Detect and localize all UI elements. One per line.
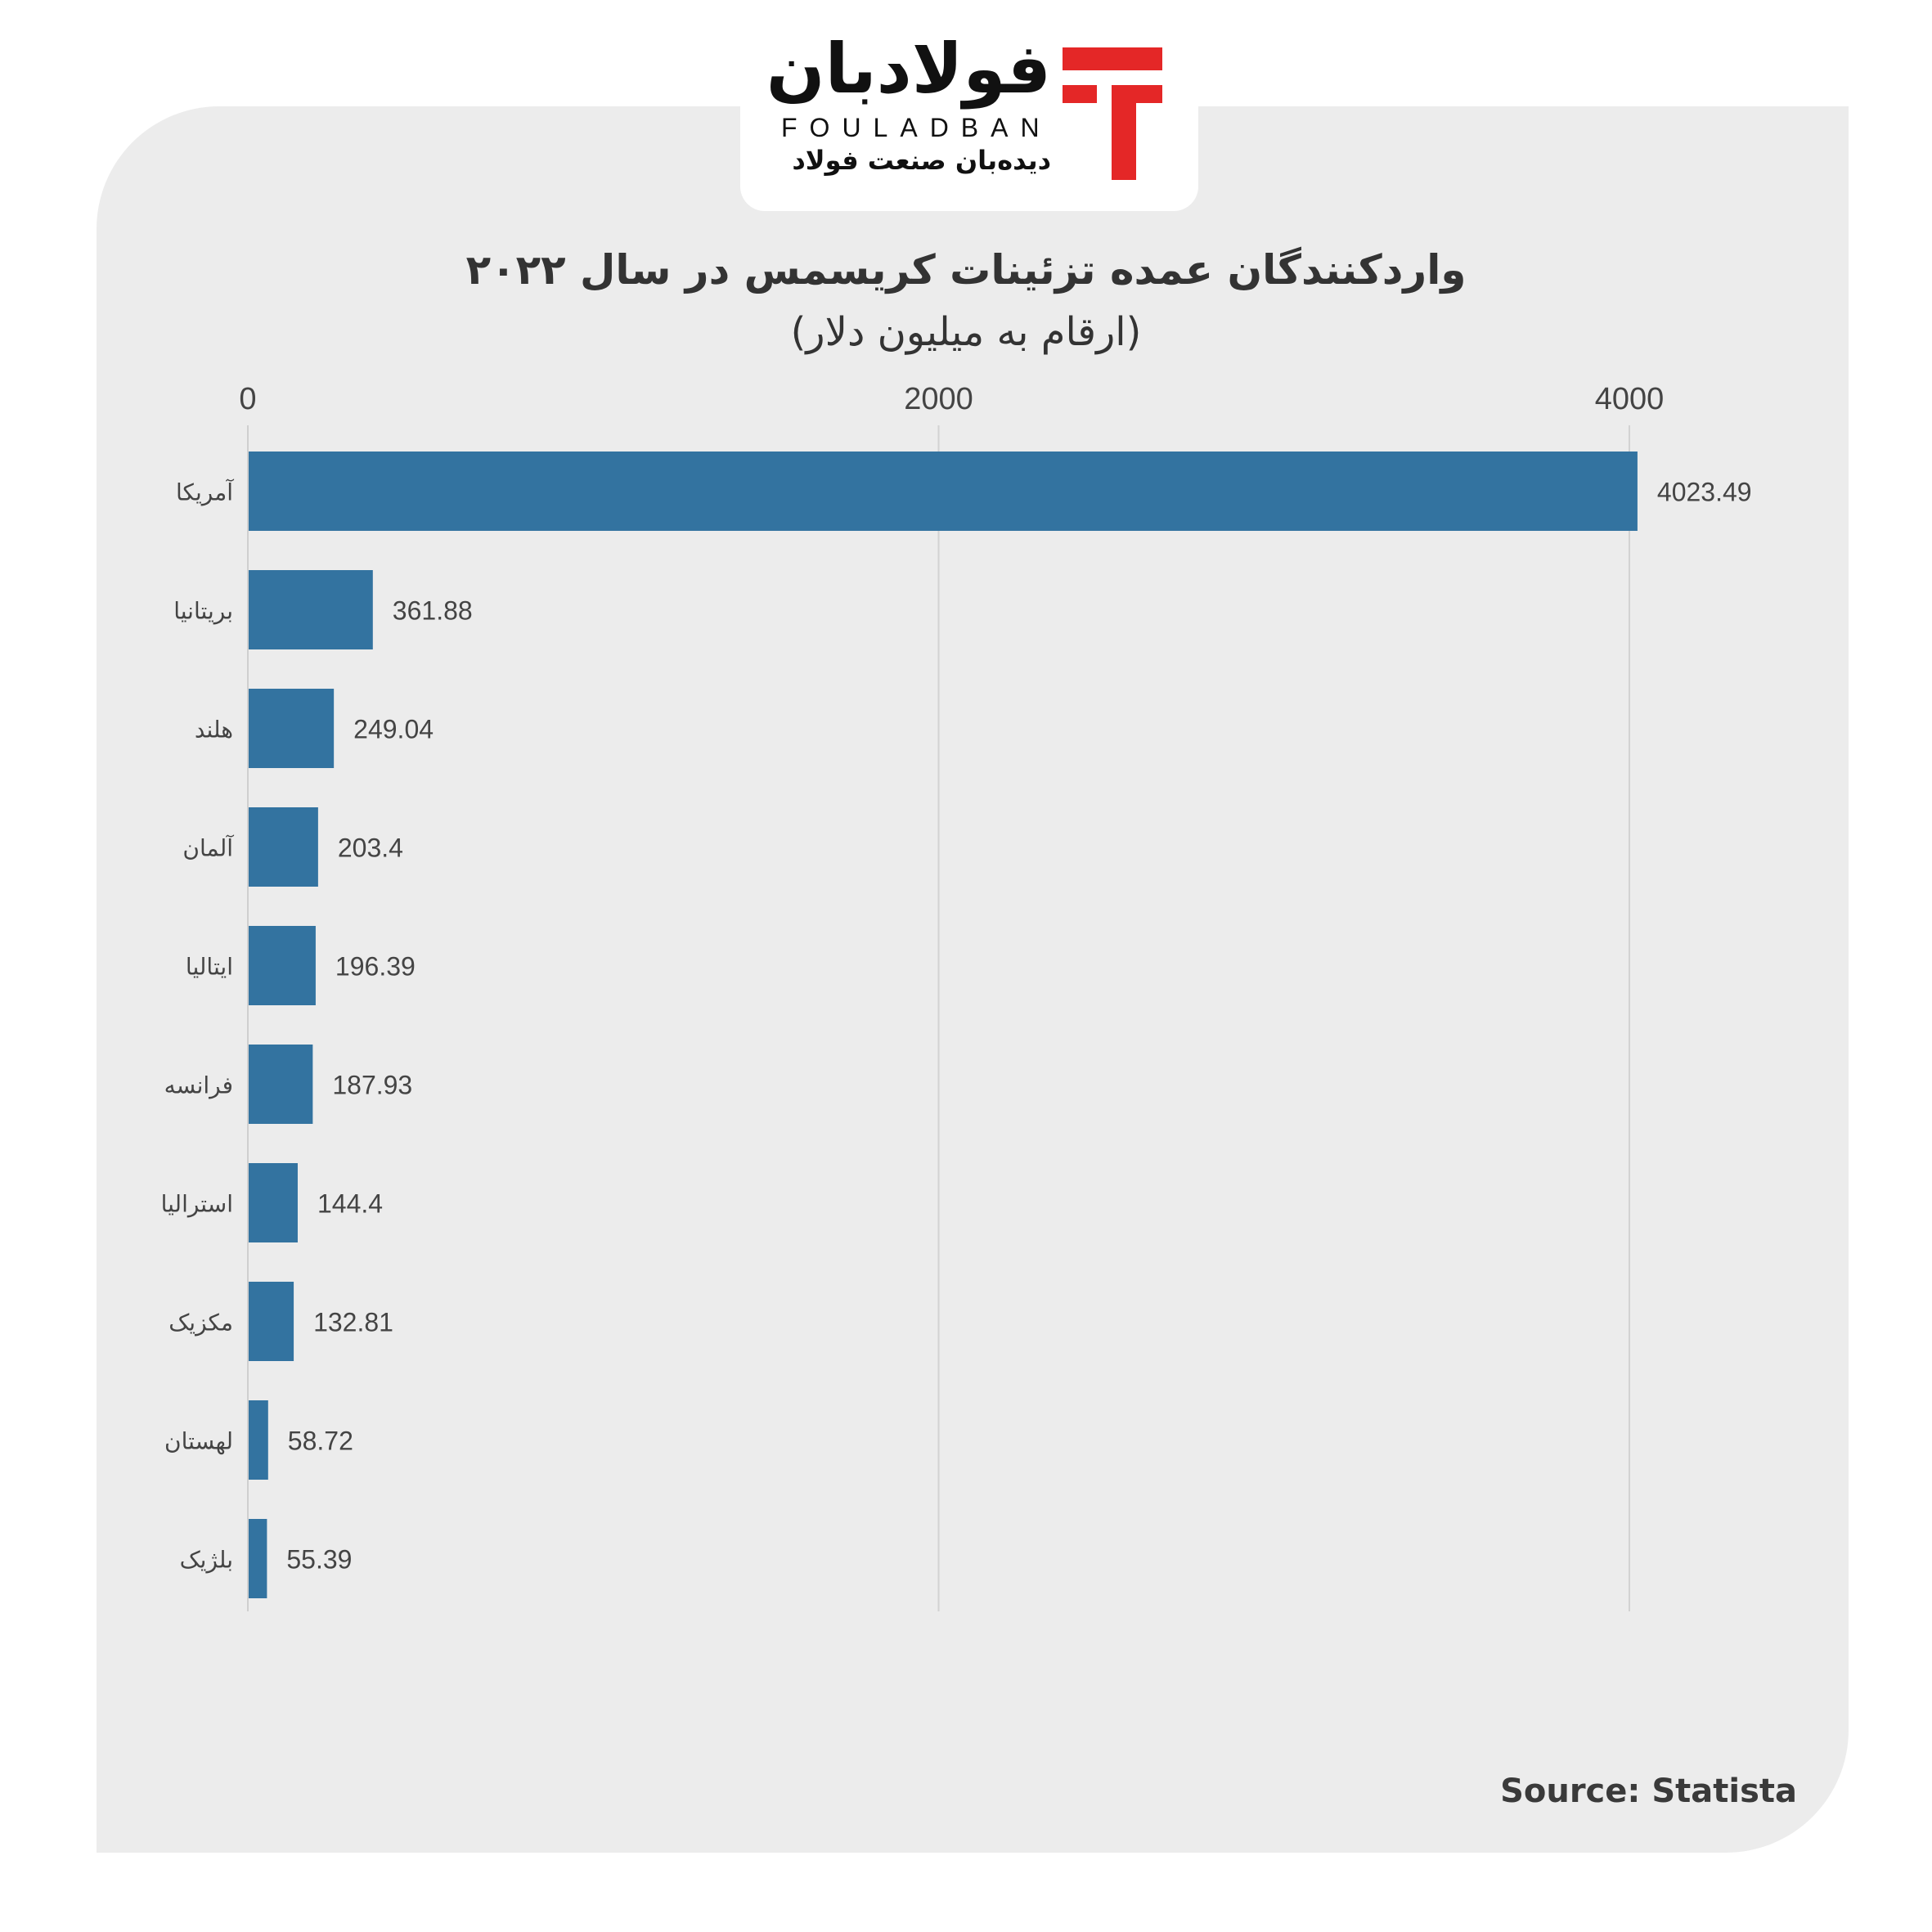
logo-name-en: FOULADBAN xyxy=(781,113,1052,142)
category-label: بریتانیا xyxy=(173,598,233,625)
bar xyxy=(248,1045,313,1124)
bar-value-label: 249.04 xyxy=(353,715,434,744)
x-tick-label: 4000 xyxy=(1595,382,1665,416)
bar xyxy=(248,926,316,1005)
category-label: لهستان xyxy=(164,1428,233,1455)
logo-name-fa: فولادبان xyxy=(766,29,1051,109)
logo-mark-icon xyxy=(1063,47,1162,180)
bar xyxy=(248,570,373,649)
bar xyxy=(248,1519,267,1598)
bar-value-label: 132.81 xyxy=(313,1308,393,1337)
category-label: هلند xyxy=(195,717,233,744)
bar xyxy=(248,452,1638,531)
source-note: Source: Statista xyxy=(1500,1772,1797,1810)
category-label: آمریکا xyxy=(176,479,234,506)
bar xyxy=(248,1282,294,1361)
category-label: مکزیک xyxy=(168,1310,233,1337)
bar-value-label: 58.72 xyxy=(288,1427,353,1456)
bar-value-label: 55.39 xyxy=(286,1545,352,1575)
bar-value-label: 361.88 xyxy=(393,596,473,626)
category-label: ایتالیا xyxy=(186,954,233,981)
bar-value-label: 144.4 xyxy=(317,1189,383,1219)
x-tick-label: 2000 xyxy=(904,382,973,416)
bar xyxy=(248,807,318,887)
x-tick-label: 0 xyxy=(239,382,256,416)
bar-value-label: 187.93 xyxy=(332,1071,412,1100)
bar-value-label: 196.39 xyxy=(335,952,416,982)
bar-value-label: 4023.49 xyxy=(1657,478,1752,507)
category-label: فرانسه xyxy=(164,1072,233,1099)
category-label: استرالیا xyxy=(161,1191,233,1218)
chart-title: واردکنندگان عمده تزئینات کریسمس در سال ۲… xyxy=(465,246,1467,294)
bar xyxy=(248,689,335,768)
chart-panel xyxy=(97,106,1849,1853)
logo-tagline: دیده‌بان صنعت فولاد xyxy=(792,145,1051,176)
category-label: آلمان xyxy=(182,835,234,862)
bar xyxy=(248,1400,268,1480)
logo-card: فولادبان FOULADBAN دیده‌بان صنعت فولاد xyxy=(740,0,1198,211)
chart-subtitle: (ارقام به میلیون دلار) xyxy=(790,309,1142,355)
bar-value-label: 203.4 xyxy=(338,833,403,863)
category-label: بلژیک xyxy=(180,1547,233,1574)
bar xyxy=(248,1163,298,1242)
